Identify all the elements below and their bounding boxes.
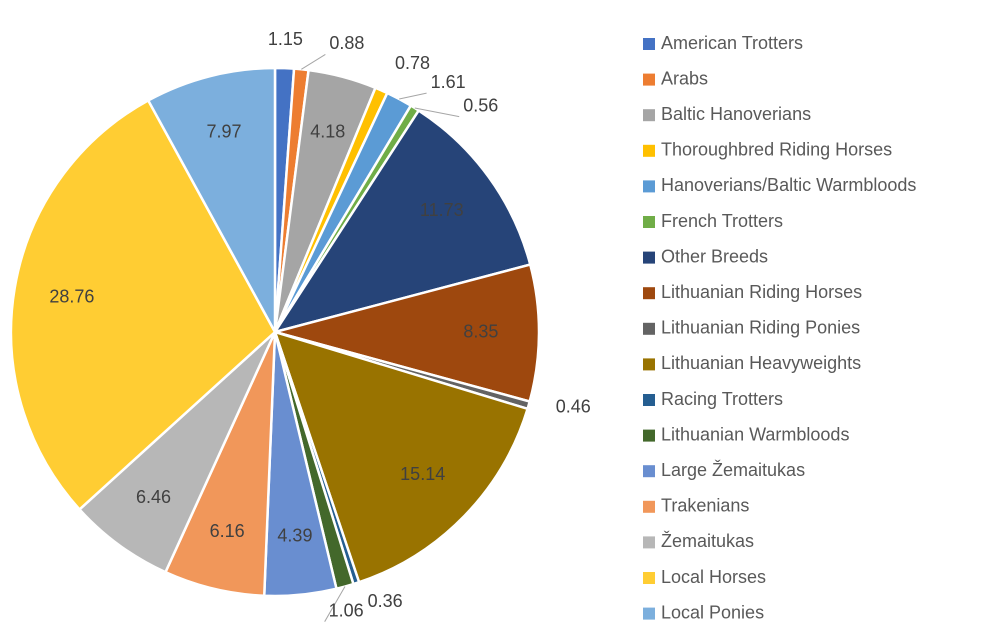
leader-line <box>414 107 460 118</box>
data-label: 6.16 <box>210 521 245 541</box>
legend-swatch <box>643 465 655 478</box>
data-label: 0.56 <box>463 95 498 115</box>
legend-label: Trakenians <box>661 496 749 516</box>
leader-line <box>301 54 326 70</box>
legend-label: Racing Trotters <box>661 389 783 409</box>
data-label: 15.14 <box>400 464 445 484</box>
pie-slice <box>9 98 277 512</box>
pie-slice <box>270 263 541 404</box>
data-label: 11.73 <box>420 200 464 220</box>
data-label: 4.39 <box>277 526 312 546</box>
leader-line <box>399 92 427 100</box>
legend-swatch <box>643 429 655 442</box>
legend-label: American Trotters <box>661 33 803 53</box>
legend-label: Lithuanian Heavyweights <box>661 353 861 373</box>
legend-label: Large Žemaitukas <box>661 460 805 480</box>
legend-swatch <box>643 144 655 157</box>
legend-swatch <box>643 109 655 122</box>
legend-swatch <box>643 38 655 50</box>
legend-label: French Trotters <box>661 211 783 231</box>
legend-swatch <box>643 180 655 193</box>
legend-swatch <box>643 251 655 264</box>
legend-swatch <box>643 536 655 549</box>
data-label: 0.36 <box>368 591 403 611</box>
legend-label: Baltic Hanoverians <box>661 104 811 124</box>
legend-label: Lithuanian Riding Ponies <box>661 318 860 338</box>
leader-line <box>324 586 346 622</box>
legend-swatch <box>643 287 655 300</box>
legend-swatch <box>643 607 655 620</box>
data-label: 1.06 <box>329 600 364 620</box>
legend-swatch <box>643 394 655 406</box>
legend-label: Hanoverians/Baltic Warmbloods <box>661 175 916 195</box>
legend: American Trotters Arabs Baltic Hanoverians… <box>643 33 916 622</box>
data-label: 0.46 <box>556 397 591 417</box>
data-label: 0.78 <box>395 53 430 73</box>
data-label: 1.15 <box>268 29 303 49</box>
legend-swatch <box>643 500 655 513</box>
pie-slice <box>272 108 532 335</box>
data-label: 6.46 <box>136 487 171 507</box>
legend-label: Local Ponies <box>661 602 764 622</box>
legend-label: Arabs <box>661 68 708 88</box>
legend-label: Lithuanian Riding Horses <box>661 282 862 302</box>
data-label: 1.61 <box>431 72 466 92</box>
legend-swatch <box>643 358 655 371</box>
data-label: 0.88 <box>329 33 364 53</box>
legend-label: Local Horses <box>661 567 766 587</box>
legend-label: Žemaitukas <box>661 531 754 551</box>
legend-swatch <box>643 73 655 86</box>
legend-label: Thoroughbred Riding Horses <box>661 140 892 160</box>
data-label: 4.18 <box>310 122 345 142</box>
legend-swatch <box>643 216 655 228</box>
legend-label: Lithuanian Warmbloods <box>661 424 849 444</box>
data-label: 7.97 <box>206 121 241 141</box>
data-label: 28.76 <box>49 287 94 307</box>
legend-label: Other Breeds <box>661 246 768 266</box>
pie-slice <box>146 66 277 333</box>
data-label: 8.35 <box>463 322 498 342</box>
legend-swatch <box>643 322 655 335</box>
legend-swatch <box>643 572 655 584</box>
